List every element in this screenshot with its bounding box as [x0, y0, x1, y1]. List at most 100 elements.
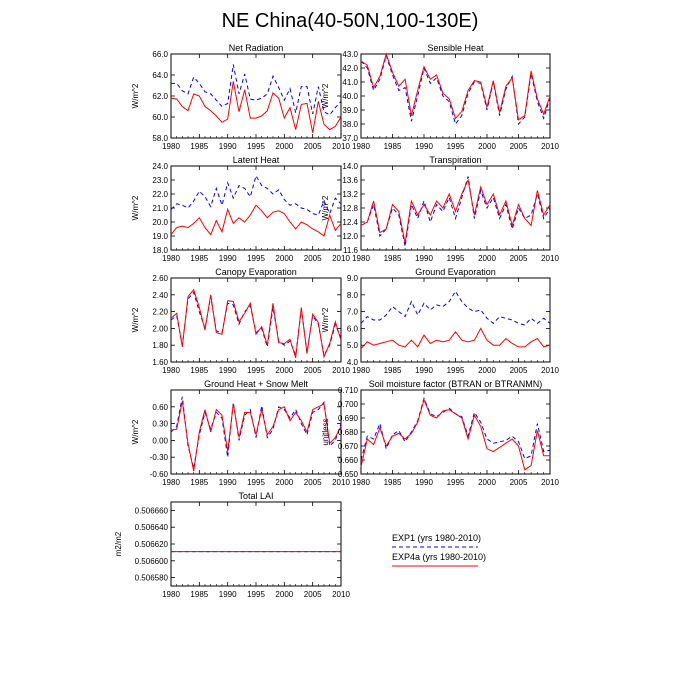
y-axis-label: W/m^2: [321, 83, 330, 108]
y-tick-label: 43.0: [342, 50, 358, 59]
x-tick-label: 2000: [478, 478, 496, 487]
x-tick-label: 1980: [162, 478, 180, 487]
y-axis-label: W/m^2: [131, 419, 140, 444]
x-tick-label: 1995: [247, 142, 265, 151]
series-exp4a-line: [170, 81, 342, 133]
panel-ground-evaporation: Ground Evaporation 1980 1985 1990 1995 2000 20…: [321, 267, 559, 375]
x-tick-label: 2005: [510, 366, 528, 375]
y-tick-label: 0.506620: [135, 540, 169, 549]
x-tick-label: 2005: [510, 142, 528, 151]
series-exp1-line: [170, 174, 342, 216]
panel-title: Total LAI: [238, 491, 273, 501]
y-tick-label: 58.0: [152, 134, 168, 143]
y-tick-label: 20.0: [152, 218, 168, 227]
x-tick-label: 1990: [415, 366, 433, 375]
x-tick-label: 1990: [415, 478, 433, 487]
x-tick-label: 2000: [478, 254, 496, 263]
panel-ground-heat-snow-melt: Ground Heat + Snow Melt 1980 1985 1990 1995 2…: [131, 379, 350, 487]
y-tick-label: 0.700: [338, 400, 359, 409]
x-tick-label: 1990: [219, 478, 237, 487]
x-tick-label: 1980: [162, 590, 180, 599]
y-tick-label: -0.30: [150, 453, 169, 462]
x-tick-label: 2000: [275, 142, 293, 151]
x-tick-label: 1985: [384, 478, 402, 487]
x-tick-label: 1990: [219, 366, 237, 375]
y-tick-label: 0.506600: [135, 557, 169, 566]
y-axis-label: unitless: [321, 418, 330, 445]
series-exp4a-line: [170, 288, 342, 359]
y-tick-label: 0.506580: [135, 574, 169, 583]
y-tick-label: 18.0: [152, 246, 168, 255]
x-tick-label: 2000: [275, 590, 293, 599]
y-tick-label: 0.506660: [135, 506, 169, 515]
x-tick-label: 1990: [415, 142, 433, 151]
x-tick-label: 2000: [478, 142, 496, 151]
x-tick-label: 2005: [304, 142, 322, 151]
x-tick-label: 1980: [162, 254, 180, 263]
series-exp1-line: [171, 64, 342, 116]
x-tick-label: 1990: [219, 590, 237, 599]
x-tick-label: 2000: [275, 478, 293, 487]
y-tick-label: 0.710: [338, 386, 359, 395]
series-exp4a-line: [170, 401, 342, 472]
x-tick-label: 2010: [541, 478, 559, 487]
y-tick-label: 2.60: [152, 274, 168, 283]
y-tick-label: 4.0: [347, 358, 359, 367]
x-tick-label: 2000: [275, 366, 293, 375]
x-tick-label: 1995: [447, 366, 465, 375]
legend-exp4a-label: EXP4a (yrs 1980-2010): [392, 552, 486, 562]
y-tick-label: 2.00: [152, 324, 168, 333]
plot-frame: [360, 389, 551, 475]
panel-title: Ground Evaporation: [415, 267, 496, 277]
x-tick-label: 2010: [541, 142, 559, 151]
y-tick-label: 64.0: [152, 71, 168, 80]
y-tick-label: 9.0: [347, 274, 359, 283]
y-axis-label: W/m^2: [321, 195, 330, 220]
y-tick-label: 66.0: [152, 50, 168, 59]
y-tick-label: 12.8: [342, 204, 358, 213]
x-tick-label: 1995: [447, 142, 465, 151]
y-tick-label: 23.0: [152, 176, 168, 185]
x-tick-label: 1985: [190, 366, 208, 375]
plot-frame: [170, 501, 342, 587]
x-tick-label: 2010: [541, 366, 559, 375]
panel-soil-moisture-factor: Soil moisture factor (BTRAN or BTRANMN) 1…: [321, 379, 559, 487]
y-tick-label: 42.0: [342, 64, 358, 73]
x-tick-label: 1980: [352, 142, 370, 151]
x-tick-label: 2005: [510, 478, 528, 487]
y-tick-label: 12.0: [342, 232, 358, 241]
x-tick-label: 1985: [384, 142, 402, 151]
panel-title: Latent Heat: [233, 155, 280, 165]
y-tick-label: 0.660: [338, 456, 359, 465]
plot-frame: [170, 53, 342, 139]
x-tick-label: 1995: [247, 366, 265, 375]
x-tick-label: 2005: [304, 366, 322, 375]
x-tick-label: 2000: [478, 366, 496, 375]
y-tick-label: 0.690: [338, 414, 359, 423]
series-exp4a-line: [170, 204, 342, 237]
panel-transpiration: Transpiration 1980 1985 1990 1995 2000 2005 201…: [321, 155, 559, 263]
y-axis-label: W/m^2: [131, 195, 140, 220]
y-tick-label: 21.0: [152, 204, 168, 213]
y-tick-label: 1.60: [152, 358, 168, 367]
y-tick-label: 1.80: [152, 341, 168, 350]
panel-title: Sensible Heat: [427, 43, 484, 53]
x-tick-label: 1995: [247, 478, 265, 487]
x-tick-label: 2005: [304, 478, 322, 487]
y-tick-label: 6.0: [347, 324, 359, 333]
x-tick-label: 2010: [332, 478, 350, 487]
y-tick-label: 14.0: [342, 162, 358, 171]
y-tick-label: 0.650: [338, 470, 359, 479]
panel-title: Canopy Evaporation: [215, 267, 297, 277]
x-tick-label: 2005: [510, 254, 528, 263]
y-tick-label: 40.0: [342, 92, 358, 101]
plot-frame: [360, 277, 551, 363]
panel-net-radiation: Net Radiation 1980 1985 1990 1995 2000 2005 201…: [131, 43, 350, 151]
x-tick-label: 1985: [190, 478, 208, 487]
x-tick-label: 1980: [352, 478, 370, 487]
panel-total-lai: Total LAI 1980 1985 1990 1995 2000 2005 2010 0.5…: [114, 491, 350, 599]
y-axis-label: m2/m2: [114, 531, 123, 556]
x-tick-label: 1980: [162, 142, 180, 151]
x-tick-label: 1995: [447, 254, 465, 263]
